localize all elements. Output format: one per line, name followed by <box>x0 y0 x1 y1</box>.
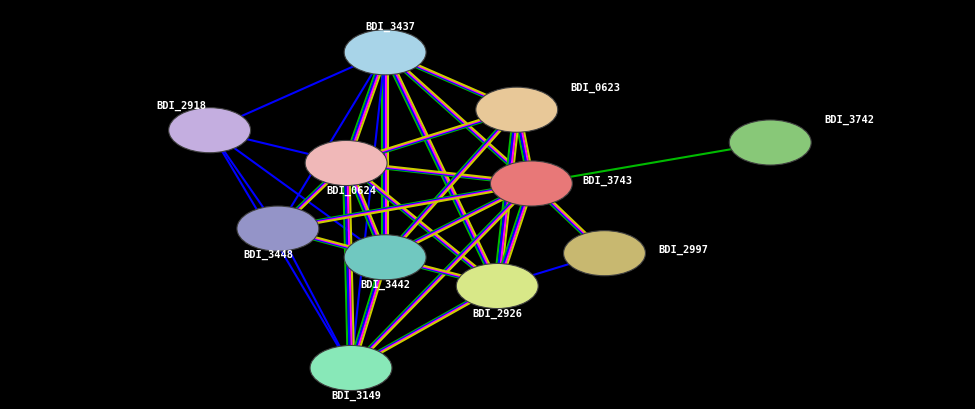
Text: BDI_2997: BDI_2997 <box>658 245 708 254</box>
Ellipse shape <box>344 235 426 280</box>
Text: BDI_3149: BDI_3149 <box>331 390 381 400</box>
Text: BDI_3743: BDI_3743 <box>582 175 632 185</box>
Ellipse shape <box>564 231 645 276</box>
Text: BDI_2918: BDI_2918 <box>156 101 206 110</box>
Text: BDI_0624: BDI_0624 <box>326 185 376 195</box>
Text: BDI_3437: BDI_3437 <box>365 22 415 31</box>
Ellipse shape <box>729 121 811 166</box>
Text: BDI_0623: BDI_0623 <box>570 83 620 93</box>
Ellipse shape <box>305 141 387 186</box>
Ellipse shape <box>476 88 558 133</box>
Ellipse shape <box>456 264 538 309</box>
Ellipse shape <box>169 108 251 153</box>
Text: BDI_3448: BDI_3448 <box>243 249 293 259</box>
Ellipse shape <box>237 207 319 252</box>
Ellipse shape <box>490 162 572 207</box>
Text: BDI_3742: BDI_3742 <box>824 115 874 124</box>
Ellipse shape <box>310 346 392 391</box>
Text: BDI_2926: BDI_2926 <box>472 308 523 318</box>
Ellipse shape <box>344 31 426 76</box>
Text: BDI_3442: BDI_3442 <box>360 279 410 289</box>
